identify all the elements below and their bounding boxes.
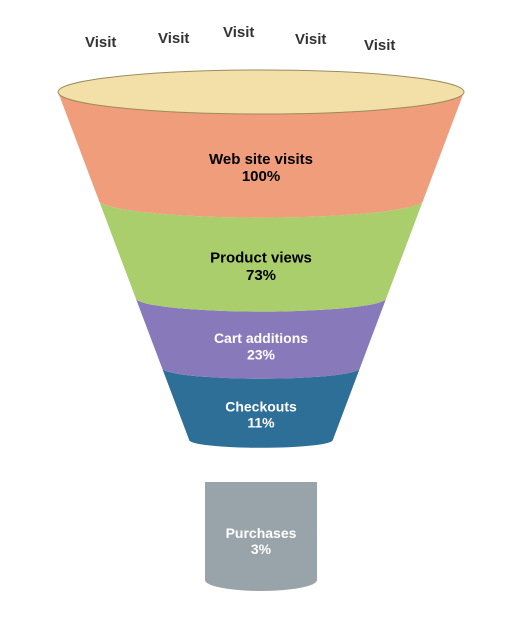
- segment-label-0: Web site visits: [209, 151, 313, 168]
- funnel-rim: [58, 70, 464, 114]
- segment-pct-1: 73%: [246, 267, 276, 284]
- funnel-svg: Web site visits100% Product views73% Cart …: [0, 0, 521, 624]
- segment-label-2: Cart additions: [214, 330, 308, 346]
- segment-pct-2: 23%: [247, 346, 276, 362]
- segment-pct-4: 3%: [251, 541, 272, 557]
- funnel-chart: VisitVisitVisitVisitVisit Web site visit…: [0, 0, 521, 624]
- segment-label-4: Purchases: [226, 525, 297, 541]
- segment-pct-3: 11%: [247, 414, 275, 430]
- segment-label-1: Product views: [210, 250, 312, 267]
- segment-pct-0: 100%: [242, 168, 280, 185]
- segment-label-3: Checkouts: [225, 398, 297, 414]
